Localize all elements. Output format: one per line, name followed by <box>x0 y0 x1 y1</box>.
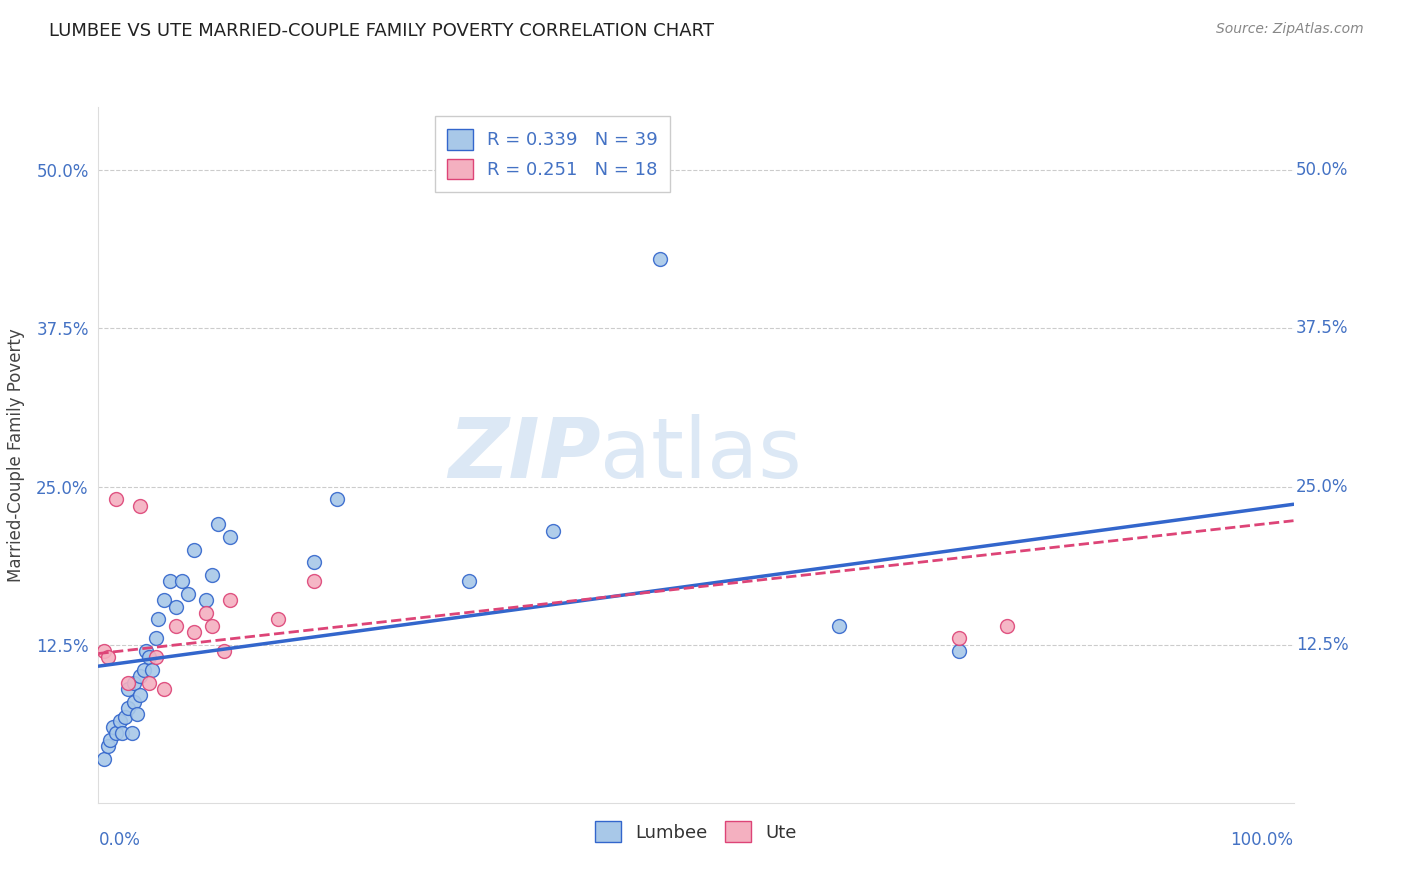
Point <box>195 606 218 620</box>
Point <box>212 644 235 658</box>
Point <box>165 599 187 614</box>
Text: atlas: atlas <box>600 415 801 495</box>
Point <box>159 574 181 589</box>
Point <box>302 574 325 589</box>
Text: ZIP: ZIP <box>447 415 600 495</box>
Point <box>124 675 146 690</box>
Point <box>201 618 224 632</box>
Text: Source: ZipAtlas.com: Source: ZipAtlas.com <box>1216 22 1364 37</box>
Point <box>114 710 136 724</box>
Point <box>541 524 564 538</box>
Point <box>132 663 155 677</box>
Point <box>201 568 224 582</box>
Point <box>138 650 160 665</box>
Point <box>121 726 143 740</box>
Point <box>183 625 205 640</box>
Point <box>195 593 218 607</box>
Point <box>97 739 120 753</box>
Point <box>145 650 167 665</box>
Point <box>219 530 242 544</box>
Point <box>995 618 1018 632</box>
Text: 50.0%: 50.0% <box>1296 161 1348 179</box>
Point <box>98 732 122 747</box>
Text: 12.5%: 12.5% <box>1296 636 1348 654</box>
Point <box>105 492 128 507</box>
Point <box>108 714 131 728</box>
Point <box>117 701 139 715</box>
Point <box>326 492 349 507</box>
Point <box>267 612 290 626</box>
Point <box>153 593 176 607</box>
Point <box>111 726 134 740</box>
Text: 100.0%: 100.0% <box>1230 830 1294 848</box>
Point <box>93 751 115 765</box>
Point <box>124 695 146 709</box>
Legend: Lumbee, Ute: Lumbee, Ute <box>588 814 804 849</box>
Point <box>129 669 152 683</box>
Point <box>117 681 139 696</box>
Point <box>145 632 167 646</box>
Point <box>165 618 187 632</box>
Point <box>219 593 242 607</box>
Point <box>183 542 205 557</box>
Point <box>125 707 148 722</box>
Point <box>148 612 170 626</box>
Text: 25.0%: 25.0% <box>1296 477 1348 496</box>
Point <box>948 632 970 646</box>
Point <box>101 720 124 734</box>
Point <box>648 252 672 266</box>
Point <box>172 574 194 589</box>
Text: 0.0%: 0.0% <box>98 830 141 848</box>
Point <box>138 675 160 690</box>
Text: 37.5%: 37.5% <box>1296 319 1348 337</box>
Point <box>141 663 163 677</box>
Point <box>93 644 115 658</box>
Y-axis label: Married-Couple Family Poverty: Married-Couple Family Poverty <box>7 328 25 582</box>
Point <box>129 499 152 513</box>
Point <box>117 675 139 690</box>
Point <box>129 688 152 702</box>
Text: LUMBEE VS UTE MARRIED-COUPLE FAMILY POVERTY CORRELATION CHART: LUMBEE VS UTE MARRIED-COUPLE FAMILY POVE… <box>49 22 714 40</box>
Point <box>177 587 200 601</box>
Point <box>97 650 120 665</box>
Point <box>302 556 325 570</box>
Point <box>828 618 851 632</box>
Point <box>948 644 970 658</box>
Point <box>458 574 481 589</box>
Point <box>135 644 157 658</box>
Point <box>207 517 229 532</box>
Point <box>105 726 128 740</box>
Point <box>153 681 176 696</box>
